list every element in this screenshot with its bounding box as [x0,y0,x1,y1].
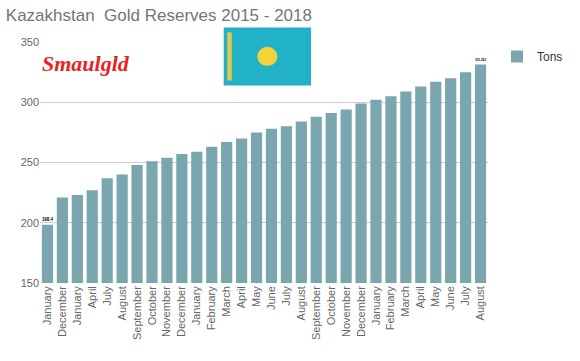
svg-text:August: August [116,286,128,320]
svg-text:September: September [131,286,143,340]
svg-text:Tons: Tons [537,50,562,64]
svg-text:August: August [295,286,307,320]
svg-text:November: November [340,286,352,337]
svg-text:Kazakhstan Gold Reserves 2015: Kazakhstan Gold Reserves 2015 - 2018 [6,6,312,25]
svg-text:331.252: 331.252 [475,58,486,62]
svg-text:July: July [459,286,471,306]
svg-text:April: April [235,286,247,308]
svg-text:September: September [310,286,322,340]
svg-text:June: June [444,286,456,310]
svg-text:June: June [265,286,277,310]
svg-text:150: 150 [21,277,39,289]
svg-text:December: December [355,286,367,337]
svg-text:350: 350 [21,36,39,48]
svg-text:February: February [385,286,397,331]
svg-text:250: 250 [21,156,39,168]
svg-text:November: November [161,286,173,337]
svg-text:April: April [86,286,98,308]
svg-text:200: 200 [21,217,39,229]
svg-text:March: March [399,286,411,317]
svg-text:198.4: 198.4 [42,217,54,222]
svg-text:December: December [56,286,68,337]
svg-text:Smaulgld: Smaulgld [42,51,130,76]
svg-text:January: January [190,286,202,326]
svg-text:January: January [41,286,53,326]
svg-text:300: 300 [21,96,39,108]
svg-text:July: July [101,286,113,306]
svg-text:May: May [250,286,262,307]
svg-text:October: October [325,286,337,325]
svg-text:August: August [474,286,486,320]
svg-text:January: January [370,286,382,326]
svg-text:February: February [205,286,217,331]
svg-text:April: April [414,286,426,308]
svg-text:July: July [280,286,292,306]
svg-text:May: May [429,286,441,307]
svg-text:December: December [175,286,187,337]
svg-text:October: October [146,286,158,325]
svg-text:March: March [220,286,232,317]
svg-text:January: January [71,286,83,326]
